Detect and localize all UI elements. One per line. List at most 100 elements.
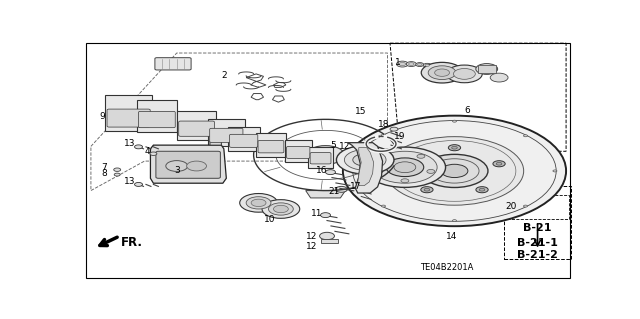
Polygon shape xyxy=(306,190,346,198)
Text: 12: 12 xyxy=(306,232,317,241)
Circle shape xyxy=(394,162,416,173)
FancyBboxPatch shape xyxy=(287,146,310,159)
Text: 5: 5 xyxy=(330,141,336,150)
Text: 21: 21 xyxy=(329,187,340,196)
Text: FR.: FR. xyxy=(121,236,143,249)
Circle shape xyxy=(372,151,437,183)
Circle shape xyxy=(404,161,416,167)
Circle shape xyxy=(114,168,121,171)
Polygon shape xyxy=(348,143,383,193)
Circle shape xyxy=(406,62,416,67)
Circle shape xyxy=(479,188,485,191)
Text: 2: 2 xyxy=(221,70,227,80)
Bar xyxy=(228,127,260,151)
Circle shape xyxy=(386,158,424,177)
Bar xyxy=(321,239,338,243)
Circle shape xyxy=(420,187,433,193)
Circle shape xyxy=(417,154,425,158)
Bar xyxy=(285,140,312,162)
Circle shape xyxy=(447,65,483,83)
Circle shape xyxy=(421,154,488,188)
Circle shape xyxy=(449,145,461,151)
Circle shape xyxy=(421,62,463,83)
Circle shape xyxy=(435,69,449,76)
Circle shape xyxy=(134,145,143,149)
Text: 9: 9 xyxy=(99,112,105,122)
Circle shape xyxy=(427,169,435,173)
FancyBboxPatch shape xyxy=(179,121,214,136)
Text: 13: 13 xyxy=(124,177,135,186)
Circle shape xyxy=(385,154,393,158)
Circle shape xyxy=(246,197,271,209)
Text: 12: 12 xyxy=(306,242,317,251)
Circle shape xyxy=(353,154,378,166)
Circle shape xyxy=(187,161,207,171)
Text: 11: 11 xyxy=(311,209,323,218)
Text: 20: 20 xyxy=(506,202,517,211)
Bar xyxy=(478,65,495,73)
Text: 12: 12 xyxy=(339,142,350,151)
Circle shape xyxy=(390,127,398,131)
Text: 15: 15 xyxy=(355,108,366,116)
Text: 17: 17 xyxy=(349,182,361,191)
Circle shape xyxy=(166,160,188,171)
FancyBboxPatch shape xyxy=(310,152,331,164)
FancyBboxPatch shape xyxy=(138,111,175,128)
Circle shape xyxy=(452,146,457,149)
Circle shape xyxy=(364,147,445,187)
Bar xyxy=(208,119,245,146)
Circle shape xyxy=(150,152,157,155)
Circle shape xyxy=(319,232,335,240)
Circle shape xyxy=(454,69,476,79)
Text: 1: 1 xyxy=(395,58,400,67)
Circle shape xyxy=(344,150,386,170)
Text: 10: 10 xyxy=(264,215,275,224)
Circle shape xyxy=(476,187,488,193)
Circle shape xyxy=(452,220,456,222)
Circle shape xyxy=(240,194,277,212)
Circle shape xyxy=(490,73,508,82)
Circle shape xyxy=(396,61,408,67)
Text: 6: 6 xyxy=(464,106,470,115)
Circle shape xyxy=(251,199,266,206)
Polygon shape xyxy=(358,148,374,186)
Circle shape xyxy=(381,135,385,137)
Circle shape xyxy=(399,63,406,66)
Circle shape xyxy=(476,63,498,74)
Bar xyxy=(136,100,177,132)
Bar xyxy=(256,133,286,157)
Circle shape xyxy=(524,135,527,137)
Text: 7: 7 xyxy=(101,163,107,173)
Circle shape xyxy=(425,64,429,66)
FancyBboxPatch shape xyxy=(230,134,258,147)
Circle shape xyxy=(417,63,422,66)
Circle shape xyxy=(375,169,383,173)
Text: TE04B2201A: TE04B2201A xyxy=(420,263,474,272)
Circle shape xyxy=(416,63,424,67)
Bar xyxy=(507,195,568,219)
Circle shape xyxy=(424,188,429,191)
Text: 4: 4 xyxy=(145,147,150,156)
Circle shape xyxy=(524,205,527,207)
Text: 13: 13 xyxy=(124,139,135,148)
Text: 8: 8 xyxy=(101,169,107,178)
Text: B-21: B-21 xyxy=(524,223,552,234)
Circle shape xyxy=(360,180,368,184)
Circle shape xyxy=(352,170,356,172)
Circle shape xyxy=(428,66,456,79)
Circle shape xyxy=(430,159,479,183)
Text: 14: 14 xyxy=(446,232,458,241)
Circle shape xyxy=(452,120,456,122)
Bar xyxy=(504,186,571,259)
FancyBboxPatch shape xyxy=(107,109,150,127)
Circle shape xyxy=(321,213,330,218)
Circle shape xyxy=(385,137,524,205)
Text: B-21-1: B-21-1 xyxy=(517,238,558,248)
Circle shape xyxy=(496,162,502,165)
Polygon shape xyxy=(210,140,221,145)
Circle shape xyxy=(553,170,557,172)
FancyBboxPatch shape xyxy=(155,58,191,70)
Circle shape xyxy=(441,164,468,178)
Circle shape xyxy=(393,141,516,201)
Text: 3: 3 xyxy=(174,167,180,175)
